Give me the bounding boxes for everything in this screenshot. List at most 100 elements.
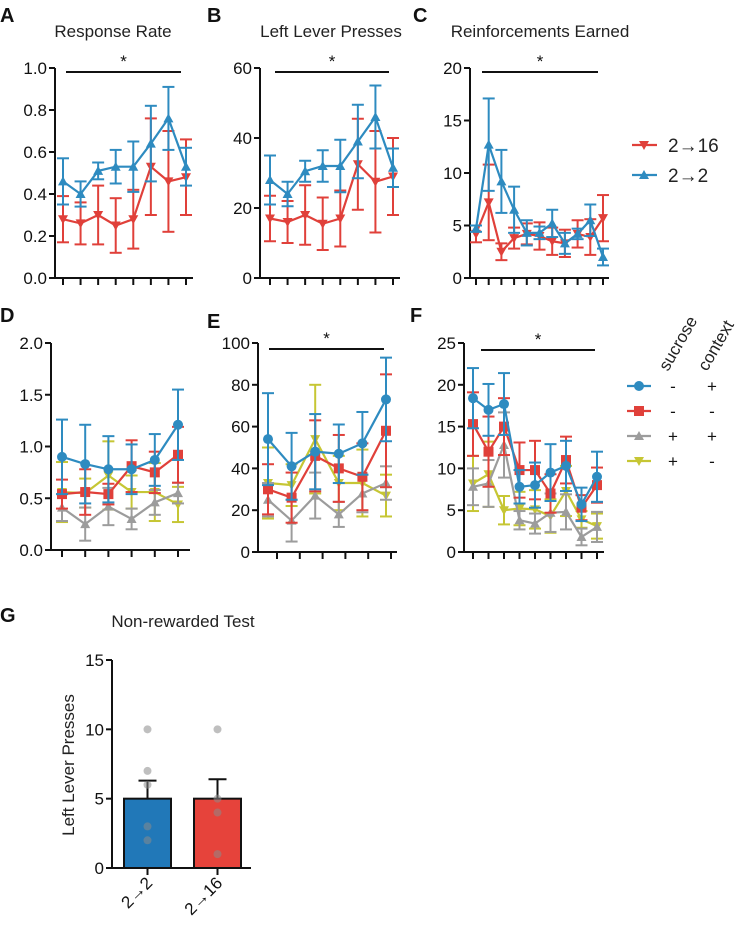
data-point (572, 228, 583, 238)
data-point (282, 189, 293, 198)
data-point (521, 227, 532, 237)
panel-B: B Left Lever Presses 0 20 40 60 * (207, 5, 402, 288)
individual-point (213, 808, 222, 817)
y-tick-label: 20 (437, 376, 456, 395)
series-blue (57, 85, 192, 208)
y-tick-label: 60 (231, 418, 250, 437)
series-red (262, 373, 392, 524)
legend-sucrose-sign: - (670, 377, 676, 396)
chart-title: Reinforcements Earned (451, 22, 630, 41)
data-point (592, 471, 602, 482)
data-point (335, 161, 346, 170)
y-tick-label: 1.0 (19, 438, 43, 457)
y-tick-label: 40 (233, 129, 252, 148)
y-tick-label: 60 (233, 59, 252, 78)
series-red (56, 425, 184, 516)
data-point (265, 214, 275, 224)
data-point (310, 490, 321, 500)
significance-star: * (323, 329, 330, 348)
y-tick-label: 10 (85, 720, 104, 739)
y-tick-label: 100 (222, 334, 250, 353)
y-tick-label: 15 (85, 651, 104, 670)
data-point (509, 204, 520, 214)
y-tick-label: 5 (447, 501, 456, 520)
legend-marker (634, 457, 644, 466)
data-point (335, 214, 346, 224)
y-tick-label: 80 (231, 376, 250, 395)
individual-point (143, 766, 152, 775)
panel-A: A Response Rate 0.0 0.2 0.4 0.6 0.8 1.0 * (0, 5, 193, 288)
chart-title: Response Rate (54, 22, 171, 41)
panel-letter: B (207, 5, 221, 27)
data-point (370, 177, 381, 187)
data-point (509, 234, 520, 244)
y-tick-label: 0 (241, 543, 250, 562)
legend-header: context (694, 317, 738, 374)
chart-title: Non-rewarded Test (111, 612, 255, 631)
individual-point (213, 850, 222, 859)
y-tick-label: 0 (453, 269, 462, 288)
y-tick-label: 0.8 (23, 101, 47, 120)
y-tick-label: 0.4 (23, 185, 47, 204)
series-red (470, 163, 609, 262)
data-point (93, 211, 104, 220)
data-point (496, 176, 507, 186)
significance-star: * (535, 330, 542, 349)
y-axis-label: Left Lever Presses (59, 694, 78, 836)
legend-context-sign: - (709, 402, 715, 421)
series-red (57, 117, 192, 254)
data-point (499, 399, 509, 410)
individual-point (143, 780, 152, 789)
data-point (173, 488, 183, 498)
data-point (496, 247, 507, 257)
legend-marker (634, 381, 644, 391)
series-line (61, 453, 179, 496)
data-point (126, 464, 137, 475)
data-point (468, 481, 478, 491)
legend-context-sign: + (707, 377, 717, 396)
individual-point (213, 794, 222, 803)
data-point (128, 215, 139, 225)
significance-star: * (329, 52, 336, 71)
series-line (267, 482, 387, 523)
panel-letter: C (413, 5, 427, 27)
data-point (93, 165, 104, 175)
series-blue (56, 388, 184, 505)
panel-letter: F (410, 305, 422, 327)
data-point (576, 531, 587, 541)
data-point (282, 218, 293, 227)
x-tick-label: 2→16 (181, 873, 227, 919)
data-point (483, 446, 494, 457)
significance-star: * (120, 52, 127, 71)
y-tick-label: 40 (231, 459, 250, 478)
data-point (149, 497, 160, 507)
data-point (126, 513, 137, 523)
series-gray (56, 481, 184, 542)
data-point (57, 451, 67, 462)
data-point (263, 434, 273, 445)
y-tick-label: 25 (437, 334, 456, 353)
series-line (269, 114, 395, 196)
data-point (598, 252, 608, 261)
panel-C: C Reinforcements Earned 0 5 10 15 20 * (413, 5, 629, 288)
data-point (468, 393, 478, 404)
y-tick-label: 5 (453, 217, 462, 236)
legend-marker (634, 431, 644, 440)
legend-sucrose-sign: - (670, 402, 676, 421)
data-point (145, 138, 156, 148)
series-blue (467, 367, 603, 523)
data-point (483, 404, 494, 415)
panel-D: D 0.0 0.5 1.0 1.5 2.0 (0, 305, 190, 560)
data-point (265, 175, 275, 184)
data-point (58, 215, 68, 225)
chart-title: Left Lever Presses (260, 22, 402, 41)
data-point (483, 198, 494, 208)
data-point (471, 223, 481, 233)
data-point (514, 515, 525, 525)
legend-label: 2→16 (668, 136, 719, 157)
data-point (333, 509, 344, 519)
data-point (381, 394, 391, 405)
y-tick-label: 0 (95, 859, 104, 878)
data-point (585, 215, 596, 225)
